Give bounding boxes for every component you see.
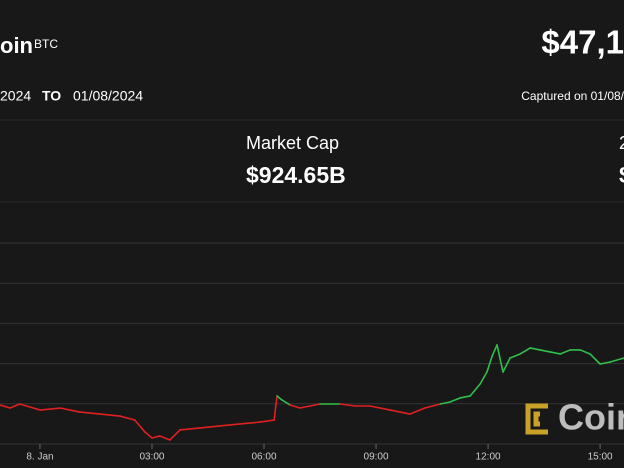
price-segment xyxy=(144,431,153,439)
price-segment xyxy=(219,423,241,427)
price-segment xyxy=(519,347,532,355)
logo-bracket xyxy=(525,403,548,435)
asset-symbol: BTC xyxy=(34,37,58,51)
price-segment xyxy=(496,344,504,373)
price-segment xyxy=(39,407,61,411)
price-segment xyxy=(134,419,146,433)
captured: Captured on 01/08/ xyxy=(521,89,624,103)
price-segment xyxy=(259,419,275,423)
price-segment xyxy=(151,435,161,439)
watermark-logo xyxy=(525,403,548,435)
price-segment xyxy=(339,403,356,407)
stat-value: $ xyxy=(619,162,624,188)
date-to-label: TO xyxy=(42,88,61,104)
price-segment xyxy=(609,357,624,363)
price-segment xyxy=(502,357,511,373)
x-tick-label: 09:00 xyxy=(364,452,389,463)
price-segment xyxy=(599,361,611,365)
price-segment xyxy=(409,407,426,415)
price-segment xyxy=(119,415,136,421)
price-segment xyxy=(239,421,261,425)
price-segment xyxy=(299,403,321,409)
price-segment xyxy=(276,395,283,401)
price-segment xyxy=(479,371,488,385)
price-segment xyxy=(179,427,201,431)
price-segment xyxy=(18,403,41,411)
watermark: Coin xyxy=(558,397,624,438)
price: $47,1 xyxy=(541,24,624,61)
x-tick-label: 12:00 xyxy=(476,452,501,463)
price-segment xyxy=(469,383,482,397)
price-segment xyxy=(99,413,121,417)
stat-value: $924.65B xyxy=(246,162,346,188)
price-segment xyxy=(289,404,301,409)
x-tick-label: 06:00 xyxy=(251,452,276,463)
price-segment xyxy=(449,397,461,403)
asset-name: oin xyxy=(0,33,33,58)
price-segment xyxy=(59,407,81,413)
price-segment xyxy=(459,395,471,399)
price-segment xyxy=(424,403,442,409)
price-segment xyxy=(559,349,572,355)
price-segment xyxy=(281,399,291,406)
price-segment xyxy=(369,405,392,411)
price-segment xyxy=(0,404,11,409)
price-segment xyxy=(486,355,493,373)
price-segment xyxy=(79,411,101,415)
x-tick-label: 8. Jan xyxy=(26,452,53,463)
price-segment xyxy=(9,403,21,409)
price-segment xyxy=(589,353,601,365)
logo-bracket xyxy=(533,411,540,427)
price-segment xyxy=(491,344,498,357)
price-segment xyxy=(389,409,411,415)
price-segment xyxy=(579,349,591,355)
price-segment xyxy=(549,351,561,355)
date-to: 01/08/2024 xyxy=(73,88,143,104)
stat-label: Market Cap xyxy=(246,133,339,153)
price-segment xyxy=(439,401,451,405)
stat-label: 2 xyxy=(619,133,624,153)
x-tick-label: 03:00 xyxy=(139,452,164,463)
price-segment xyxy=(529,347,541,351)
price-segment xyxy=(273,395,278,421)
price-segment xyxy=(539,349,551,353)
x-tick-label: 15:00 xyxy=(588,452,613,463)
price-segment xyxy=(509,353,521,359)
price-segment xyxy=(199,425,221,429)
price-segment xyxy=(169,429,181,441)
date-from: 2024 xyxy=(0,88,31,104)
price-segment xyxy=(159,435,171,441)
